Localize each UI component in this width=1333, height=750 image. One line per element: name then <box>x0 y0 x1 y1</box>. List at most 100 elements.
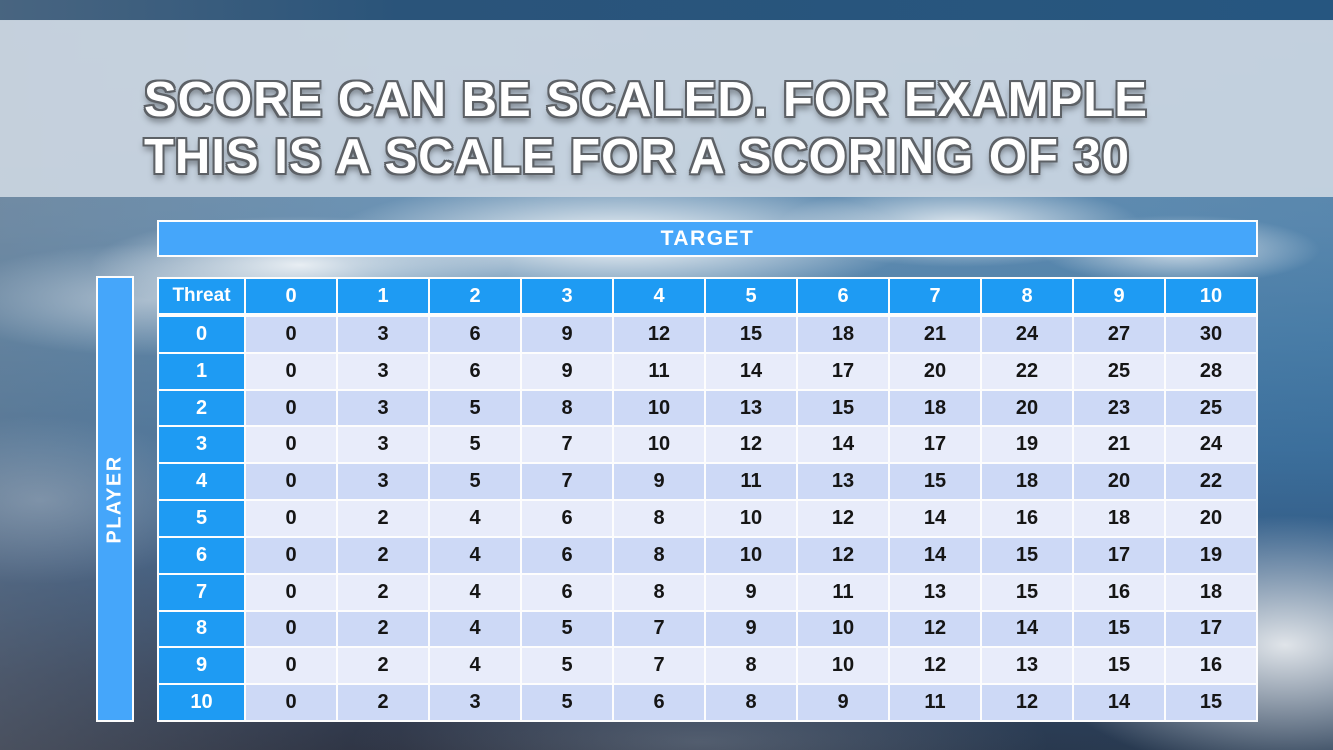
score-cell-r3-c3: 7 <box>522 427 612 463</box>
score-cell-r7-c8: 15 <box>982 574 1072 610</box>
column-header-1: 1 <box>338 279 428 315</box>
score-cell-r10-c9: 14 <box>1074 685 1164 720</box>
score-cell-r5-c3: 6 <box>522 501 612 536</box>
score-cell-r2-c10: 25 <box>1166 390 1256 426</box>
score-cell-r7-c3: 6 <box>522 574 612 610</box>
score-cell-r5-c10: 20 <box>1166 501 1256 536</box>
score-cell-r8-c9: 15 <box>1074 611 1164 647</box>
score-cell-r5-c8: 16 <box>982 501 1072 536</box>
score-cell-r7-c7: 13 <box>890 574 980 610</box>
score-cell-r5-c1: 2 <box>338 501 428 536</box>
score-cell-r0-c3: 9 <box>522 317 612 352</box>
score-cell-r7-c0: 0 <box>246 574 336 610</box>
score-cell-r0-c6: 18 <box>798 317 888 352</box>
score-cell-r1-c3: 9 <box>522 353 612 389</box>
score-cell-r5-c4: 8 <box>614 501 704 536</box>
score-cell-r10-c8: 12 <box>982 685 1072 720</box>
score-cell-r10-c6: 9 <box>798 685 888 720</box>
column-header-10: 10 <box>1166 279 1256 315</box>
score-cell-r8-c0: 0 <box>246 611 336 647</box>
score-cell-r8-c8: 14 <box>982 611 1072 647</box>
score-cell-r5-c7: 14 <box>890 501 980 536</box>
score-cell-r2-c2: 5 <box>430 390 520 426</box>
score-cell-r9-c3: 5 <box>522 648 612 684</box>
score-cell-r5-c2: 4 <box>430 501 520 536</box>
score-cell-r6-c7: 14 <box>890 537 980 573</box>
score-cell-r0-c5: 15 <box>706 317 796 352</box>
score-cell-r7-c1: 2 <box>338 574 428 610</box>
score-cell-r7-c9: 16 <box>1074 574 1164 610</box>
score-cell-r3-c7: 17 <box>890 427 980 463</box>
score-cell-r1-c10: 28 <box>1166 353 1256 389</box>
player-axis-label: PLAYER <box>103 454 126 544</box>
score-cell-r10-c2: 3 <box>430 685 520 720</box>
score-cell-r0-c1: 3 <box>338 317 428 352</box>
column-header-0: 0 <box>246 279 336 315</box>
score-cell-r5-c5: 10 <box>706 501 796 536</box>
score-cell-r9-c2: 4 <box>430 648 520 684</box>
row-header-8: 8 <box>159 611 244 647</box>
score-cell-r1-c6: 17 <box>798 353 888 389</box>
score-cell-r6-c8: 15 <box>982 537 1072 573</box>
score-cell-r1-c1: 3 <box>338 353 428 389</box>
score-cell-r9-c10: 16 <box>1166 648 1256 684</box>
score-cell-r7-c4: 8 <box>614 574 704 610</box>
column-header-9: 9 <box>1074 279 1164 315</box>
score-cell-r5-c9: 18 <box>1074 501 1164 536</box>
column-header-5: 5 <box>706 279 796 315</box>
score-cell-r9-c5: 8 <box>706 648 796 684</box>
score-cell-r4-c2: 5 <box>430 464 520 500</box>
score-cell-r3-c4: 10 <box>614 427 704 463</box>
score-cell-r9-c6: 10 <box>798 648 888 684</box>
score-cell-r4-c9: 20 <box>1074 464 1164 500</box>
score-cell-r6-c4: 8 <box>614 537 704 573</box>
score-cell-r1-c4: 11 <box>614 353 704 389</box>
row-header-2: 2 <box>159 390 244 426</box>
score-cell-r3-c8: 19 <box>982 427 1072 463</box>
score-cell-r1-c5: 14 <box>706 353 796 389</box>
score-cell-r6-c0: 0 <box>246 537 336 573</box>
score-cell-r1-c8: 22 <box>982 353 1072 389</box>
score-cell-r8-c4: 7 <box>614 611 704 647</box>
row-header-6: 6 <box>159 537 244 573</box>
score-cell-r8-c10: 17 <box>1166 611 1256 647</box>
score-cell-r0-c7: 21 <box>890 317 980 352</box>
score-cell-r10-c1: 2 <box>338 685 428 720</box>
score-cell-r3-c6: 14 <box>798 427 888 463</box>
score-cell-r6-c1: 2 <box>338 537 428 573</box>
score-cell-r4-c3: 7 <box>522 464 612 500</box>
score-cell-r4-c5: 11 <box>706 464 796 500</box>
score-cell-r9-c0: 0 <box>246 648 336 684</box>
score-cell-r3-c5: 12 <box>706 427 796 463</box>
score-cell-r0-c2: 6 <box>430 317 520 352</box>
score-cell-r10-c5: 8 <box>706 685 796 720</box>
score-cell-r8-c2: 4 <box>430 611 520 647</box>
score-cell-r2-c5: 13 <box>706 390 796 426</box>
column-header-7: 7 <box>890 279 980 315</box>
score-cell-r2-c1: 3 <box>338 390 428 426</box>
row-header-10: 10 <box>159 685 244 720</box>
score-cell-r8-c1: 2 <box>338 611 428 647</box>
score-table: Threat 0 1 2 3 4 5 6 7 8 9 10 0 0 3 6 9 12 15 18 21 24 27 30 1 0 3… <box>157 277 1258 722</box>
score-cell-r8-c6: 10 <box>798 611 888 647</box>
score-cell-r6-c2: 4 <box>430 537 520 573</box>
column-header-6: 6 <box>798 279 888 315</box>
score-cell-r10-c7: 11 <box>890 685 980 720</box>
score-cell-r2-c8: 20 <box>982 390 1072 426</box>
score-cell-r5-c6: 12 <box>798 501 888 536</box>
player-axis-band: PLAYER <box>96 276 134 722</box>
row-header-3: 3 <box>159 427 244 463</box>
score-cell-r1-c0: 0 <box>246 353 336 389</box>
score-cell-r9-c8: 13 <box>982 648 1072 684</box>
score-cell-r6-c10: 19 <box>1166 537 1256 573</box>
score-cell-r2-c0: 0 <box>246 390 336 426</box>
score-cell-r8-c5: 9 <box>706 611 796 647</box>
score-cell-r1-c9: 25 <box>1074 353 1164 389</box>
score-cell-r3-c10: 24 <box>1166 427 1256 463</box>
score-cell-r8-c7: 12 <box>890 611 980 647</box>
column-header-8: 8 <box>982 279 1072 315</box>
score-cell-r4-c8: 18 <box>982 464 1072 500</box>
score-cell-r5-c0: 0 <box>246 501 336 536</box>
column-header-3: 3 <box>522 279 612 315</box>
